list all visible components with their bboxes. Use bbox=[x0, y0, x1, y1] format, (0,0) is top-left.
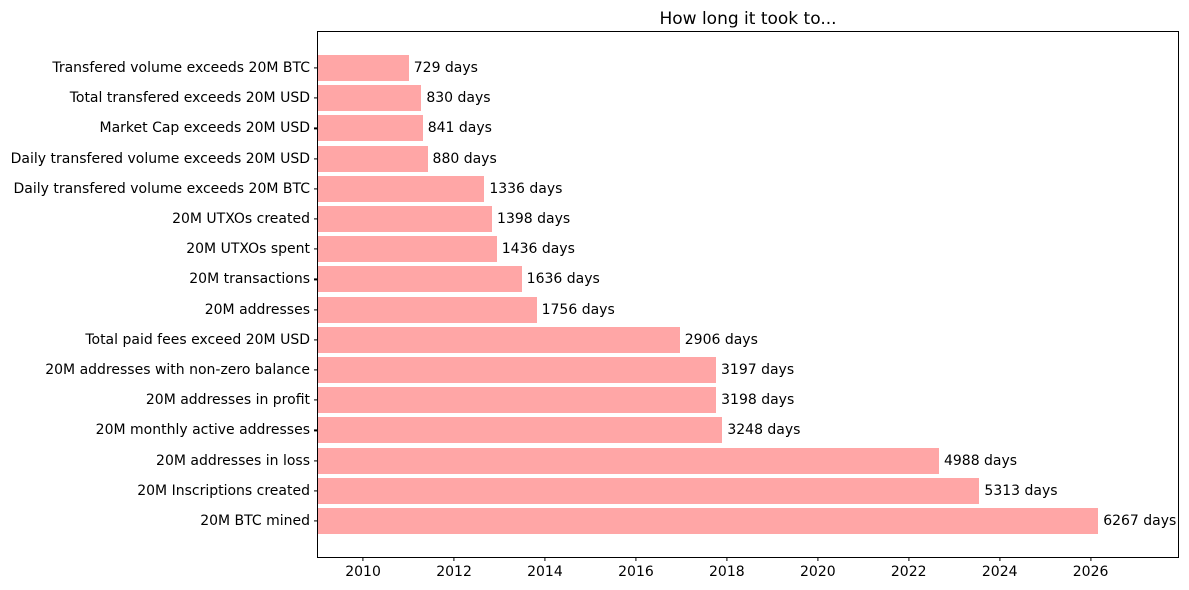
bar-value-label: 6267 days bbox=[1103, 513, 1177, 530]
x-axis-tick-label: 2014 bbox=[527, 564, 563, 580]
bar-value-label: 1436 days bbox=[501, 241, 575, 258]
y-axis-tick bbox=[314, 399, 318, 401]
bar-value-label: 729 days bbox=[413, 59, 478, 76]
x-axis-tick-label: 2026 bbox=[1072, 564, 1109, 580]
y-axis-category-label: Transfered volume exceeds 20M BTC bbox=[52, 59, 310, 76]
bar-value-label: 1756 days bbox=[541, 301, 615, 318]
x-axis-tick-label: 2024 bbox=[981, 564, 1018, 580]
y-axis-category-label: 20M addresses with non-zero balance bbox=[45, 362, 310, 379]
y-axis-tick bbox=[314, 309, 318, 311]
y-axis-tick bbox=[314, 157, 318, 160]
bar bbox=[318, 417, 723, 444]
bar-value-label: 4988 days bbox=[943, 452, 1018, 469]
plot-area: 729 days 830 days 841 days 880 days 1336 day… bbox=[317, 31, 1179, 558]
x-axis-tick bbox=[908, 557, 910, 561]
bar-value-label: 3197 days bbox=[721, 362, 795, 379]
x-axis-tick bbox=[635, 557, 637, 561]
bar-value-label: 3248 days bbox=[727, 422, 801, 439]
bar bbox=[318, 266, 522, 293]
x-axis-tick bbox=[544, 557, 546, 561]
bar bbox=[318, 508, 1099, 535]
y-axis-category-label: Total paid fees exceed 20M USD bbox=[85, 331, 310, 348]
x-axis-tick-label: 2020 bbox=[800, 564, 836, 580]
y-axis-tick bbox=[314, 97, 318, 99]
bar-value-label: 2906 days bbox=[684, 331, 758, 348]
y-axis-category-label: 20M monthly active addresses bbox=[95, 422, 310, 439]
y-axis-category-label: Total transfered exceeds 20M USD bbox=[69, 90, 310, 107]
y-axis-tick bbox=[314, 369, 318, 371]
y-axis-tick bbox=[314, 429, 318, 432]
x-axis-tick bbox=[726, 557, 728, 561]
bar bbox=[318, 175, 485, 202]
bar bbox=[318, 357, 716, 384]
y-axis-category-label: 20M addresses bbox=[204, 301, 310, 318]
y-axis-tick bbox=[314, 278, 318, 280]
x-axis-tick bbox=[1090, 557, 1092, 561]
bar bbox=[318, 236, 497, 263]
x-axis-tick bbox=[817, 557, 819, 561]
y-axis-category-label: 20M UTXOs spent bbox=[186, 241, 310, 258]
y-axis-category-label: Market Cap exceeds 20M USD bbox=[99, 120, 311, 137]
chart-title: How long it took to... bbox=[659, 9, 837, 29]
bar bbox=[318, 54, 409, 81]
y-axis-tick bbox=[314, 460, 318, 462]
x-axis-tick-label: 2022 bbox=[890, 564, 927, 580]
bar bbox=[318, 477, 980, 504]
y-axis-tick bbox=[314, 248, 318, 250]
y-axis-category-label: Daily transfered volume exceeds 20M BTC bbox=[13, 180, 310, 197]
x-axis-tick-label: 2018 bbox=[709, 564, 745, 580]
bar bbox=[318, 85, 422, 112]
y-axis-category-label: 20M UTXOs created bbox=[172, 210, 310, 227]
bar-value-label: 5313 days bbox=[984, 482, 1058, 499]
y-axis-tick bbox=[314, 520, 318, 522]
y-axis-category-label: 20M addresses in profit bbox=[145, 392, 310, 409]
bar-value-label: 880 days bbox=[432, 150, 497, 167]
y-axis-category-label: 20M Inscriptions created bbox=[137, 482, 310, 499]
bar bbox=[318, 326, 680, 353]
y-axis-category-label: 20M BTC mined bbox=[200, 513, 310, 530]
bar bbox=[318, 447, 939, 474]
bar-value-label: 3198 days bbox=[721, 392, 795, 409]
x-axis-tick bbox=[362, 557, 364, 561]
bar bbox=[318, 296, 537, 323]
x-axis-tick-label: 2010 bbox=[345, 564, 381, 580]
x-axis-tick-label: 2016 bbox=[618, 564, 654, 580]
bar bbox=[318, 145, 428, 172]
y-axis-category-label: Daily transfered volume exceeds 20M USD bbox=[10, 150, 310, 167]
y-axis-category-label: 20M addresses in loss bbox=[156, 452, 310, 469]
y-axis-tick bbox=[314, 218, 318, 220]
y-axis-category-label: 20M transactions bbox=[189, 271, 310, 288]
bar-value-label: 841 days bbox=[427, 120, 492, 137]
y-axis-tick bbox=[314, 490, 318, 492]
bar-value-label: 1636 days bbox=[526, 271, 600, 288]
bar bbox=[318, 115, 423, 142]
bar-value-label: 830 days bbox=[426, 90, 491, 107]
y-axis-tick bbox=[314, 67, 318, 69]
y-axis-tick bbox=[314, 127, 318, 129]
x-axis-tick-label: 2012 bbox=[436, 564, 472, 580]
y-axis-tick bbox=[314, 188, 318, 190]
bar bbox=[318, 205, 493, 232]
bar bbox=[318, 387, 717, 414]
bar-value-label: 1336 days bbox=[489, 180, 563, 197]
x-axis-tick bbox=[999, 557, 1001, 561]
x-axis-tick bbox=[453, 557, 455, 561]
y-axis-tick bbox=[314, 339, 318, 341]
bar-value-label: 1398 days bbox=[497, 210, 571, 227]
